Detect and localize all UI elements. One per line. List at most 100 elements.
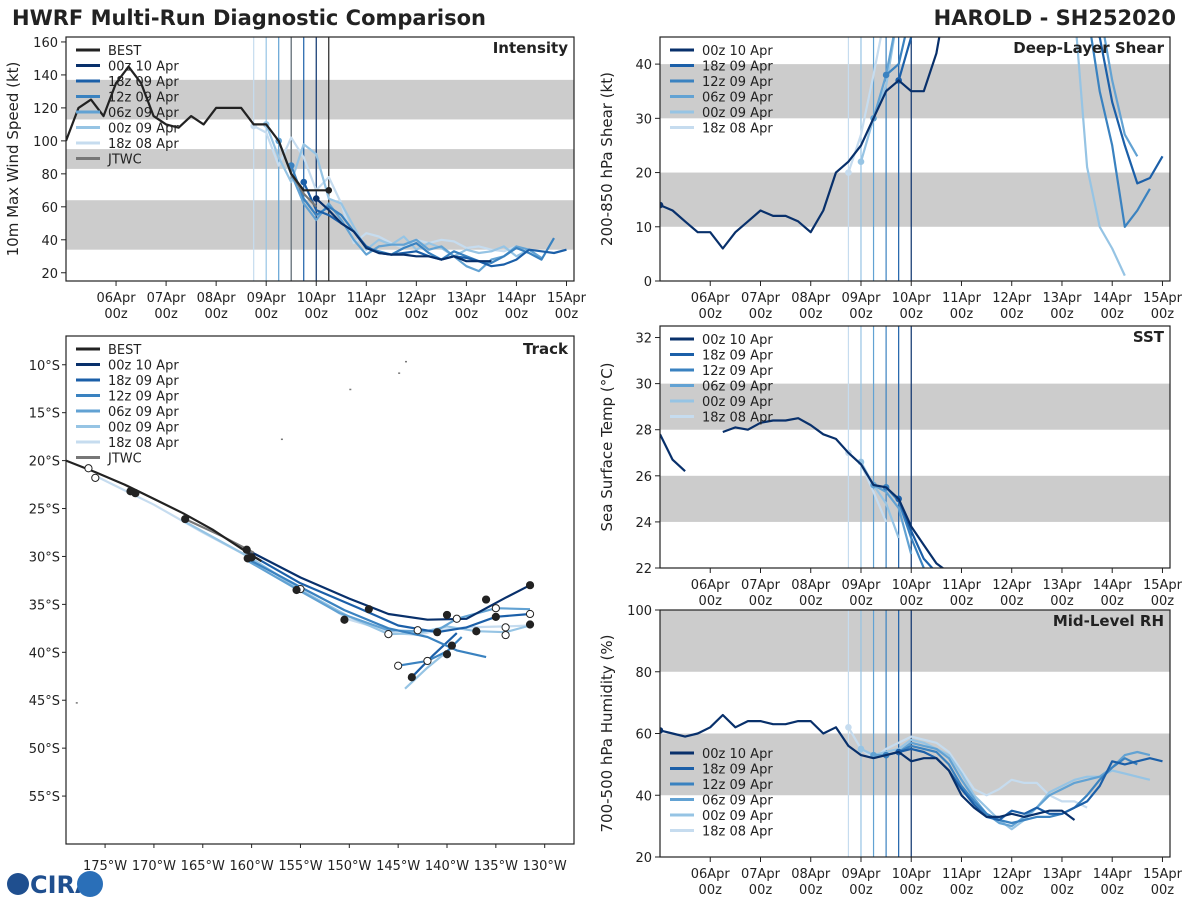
sst-ytick-label-24: 24 <box>635 516 652 531</box>
sst-xtick-label-hour-8: 00z <box>1050 594 1074 609</box>
intensity-legend-label-00z-09-apr: 00z 09 Apr <box>108 122 179 137</box>
shear-init-dot-00z-09-apr <box>857 158 865 166</box>
sst-series-group <box>660 417 945 568</box>
track-position-marker-18z-08-apr-3-1 <box>501 623 510 632</box>
figure-title-left: HWRF Multi-Run Diagnostic Comparison <box>12 6 486 30</box>
rh-panel: 20 40 60 80 100 700-500 hPa Humidity (%) 06Apr… <box>598 604 1183 898</box>
rh-xtick-label-date-8: 13Apr <box>1042 867 1082 882</box>
rh-xtick-label-date-9: 14Apr <box>1093 867 1133 882</box>
track-xtick-label-165-w: 165°W <box>181 859 225 874</box>
track-position-marker-best-10-2 <box>131 489 140 498</box>
track-position-marker-00z-10-apr-8-1 <box>481 595 491 604</box>
sst-legend-label-06z-09-apr: 06z 09 Apr <box>702 380 773 395</box>
shear-ytick-label-30: 30 <box>635 112 652 127</box>
intensity-panel: 20 40 60 80 100 120 140 160 10m Max Wind Speed (… <box>4 36 587 322</box>
track-position-marker-00z-10-apr-8-0 <box>442 610 452 620</box>
intensity-xtick-label-hour-8: 00z <box>455 307 479 322</box>
sst-xtick-label-date-8: 13Apr <box>1042 578 1082 593</box>
shear-legend-label-00z-09-apr: 00z 09 Apr <box>702 106 773 121</box>
sst-legend-label-18z-09-apr: 18z 09 Apr <box>702 349 773 364</box>
track-line-18z-09-apr-1 <box>411 632 458 678</box>
intensity-legend-label-12z-09-apr: 12z 09 Apr <box>108 91 179 106</box>
shear-series-18z-09-apr <box>897 37 1164 185</box>
sst-xtick-label-hour-2: 00z <box>749 594 773 609</box>
intensity-xtick-label-hour-7: 00z <box>405 307 429 322</box>
rh-xtick-label-hour-10: 00z <box>1151 883 1175 898</box>
intensity-ytick-label-140: 140 <box>33 69 58 84</box>
shear-series-group <box>660 37 1164 277</box>
sst-xtick-label-date-5: 10Apr <box>892 578 932 593</box>
shear-xtick-label-hour-3: 00z <box>799 307 823 322</box>
shear-frame <box>659 36 1171 282</box>
shear-xtick-label-date-4: 09Apr <box>841 291 881 306</box>
sst-ytick-label-28: 28 <box>635 424 652 439</box>
rh-xtick-label-hour-9: 00z <box>1101 883 1125 898</box>
track-ytick-label-30-s: 30°S <box>29 550 60 565</box>
sst-band-0 <box>660 475 1170 522</box>
rh-legend-label-18z-09-apr: 18z 09 Apr <box>702 763 773 778</box>
sst-xtick-label-hour-9: 00z <box>1101 594 1125 609</box>
track-island-0 <box>398 372 401 374</box>
sst-xtick-label-hour-10: 00z <box>1151 594 1175 609</box>
rh-legend-label-00z-10-apr: 00z 10 Apr <box>702 747 773 762</box>
intensity-ytick-label-80: 80 <box>41 168 58 183</box>
intensity-legend-label-18z-08-apr: 18z 08 Apr <box>108 137 179 152</box>
rh-xtick-label-date-5: 10Apr <box>892 867 932 882</box>
rh-legend-label-18z-08-apr: 18z 08 Apr <box>702 825 773 840</box>
track-position-marker-12z-09-apr-6-0 <box>340 615 349 624</box>
rh-ytick-label-40: 40 <box>635 789 652 804</box>
intensity-series-00z-09-apr <box>265 124 530 258</box>
track-position-marker-00z-10-apr-8-2 <box>525 581 535 590</box>
rh-series-00z-10-apr <box>660 713 1076 821</box>
rh-band-1 <box>660 610 1170 672</box>
track-panel-title: Track <box>523 340 569 358</box>
rh-xtick-label-hour-8: 00z <box>1050 883 1074 898</box>
intensity-legend-label-jtwc: JTWC <box>107 153 142 168</box>
track-position-marker-best-10-4 <box>242 545 251 554</box>
track-xtick-label-135-w: 135°W <box>474 859 518 874</box>
shear-ytick-label-20: 20 <box>635 167 652 182</box>
track-legend-label-00z-09-apr: 00z 09 Apr <box>108 421 179 436</box>
intensity-series-18z-08-apr <box>253 125 517 253</box>
track-panel: 10°S 15°S 20°S 25°S 30°S 35°S 40°S 45°S 50°S 55°S… <box>29 335 575 874</box>
track-line-18z-08-apr-3 <box>94 474 531 637</box>
intensity-frame <box>65 36 575 282</box>
track-position-marker-06z-09-apr-5-3 <box>491 604 500 613</box>
intensity-xtick-label-date-10: 15Apr <box>547 291 587 306</box>
intensity-ytick-label-60: 60 <box>41 201 58 216</box>
track-position-marker-12z-09-apr-2-0 <box>394 661 403 670</box>
shear-init-dot-00z-10-apr <box>660 201 664 209</box>
rh-series-12z-09-apr <box>885 744 1138 825</box>
rh-xtick-label-date-7: 12Apr <box>992 867 1032 882</box>
shear-xtick-label-hour-6: 00z <box>950 307 974 322</box>
shear-xtick-label-hour-1: 00z <box>699 307 723 322</box>
shear-xtick-label-hour-5: 00z <box>900 307 924 322</box>
sst-xtick-label-date-4: 09Apr <box>841 578 881 593</box>
intensity-band-2 <box>66 79 574 120</box>
track-position-marker-00z-09-apr-4-3 <box>501 630 510 640</box>
intensity-band-0 <box>66 200 574 250</box>
rh-xtick-label-date-2: 07Apr <box>741 867 781 882</box>
track-xtick-label-170-w: 170°W <box>132 859 176 874</box>
sst-ytick-label-22: 22 <box>635 562 652 577</box>
intensity-legend-label-18z-09-apr: 18z 09 Apr <box>108 75 179 90</box>
track-ytick-label-20-s: 20°S <box>29 455 60 470</box>
intensity-xtick-label-date-3: 08Apr <box>197 291 237 306</box>
rh-legend-label-00z-09-apr: 00z 09 Apr <box>702 809 773 824</box>
shear-xtick-label-date-10: 15Apr <box>1143 291 1183 306</box>
sst-xtick-label-date-1: 06Apr <box>691 578 731 593</box>
track-xtick-label-155-w: 155°W <box>278 859 322 874</box>
sst-ytick-label-32: 32 <box>635 332 652 347</box>
rh-init-dot-00z-09-apr <box>857 745 865 753</box>
sst-xtick-label-date-10: 15Apr <box>1143 578 1183 593</box>
sst-legend-label-18z-08-apr: 18z 08 Apr <box>702 411 773 426</box>
rh-panel-title: Mid-Level RH <box>1053 612 1164 630</box>
intensity-ytick-label-20: 20 <box>41 267 58 282</box>
shear-init-dot-12z-09-apr <box>882 71 890 79</box>
track-legend-label-best: BEST <box>108 343 141 358</box>
track-legend-label-06z-09-apr: 06z 09 Apr <box>108 405 179 420</box>
intensity-legend-label-best: BEST <box>108 44 141 59</box>
sst-legend-label-00z-10-apr: 00z 10 Apr <box>702 333 773 348</box>
track-position-marker-18z-09-apr-7-0 <box>364 605 373 614</box>
